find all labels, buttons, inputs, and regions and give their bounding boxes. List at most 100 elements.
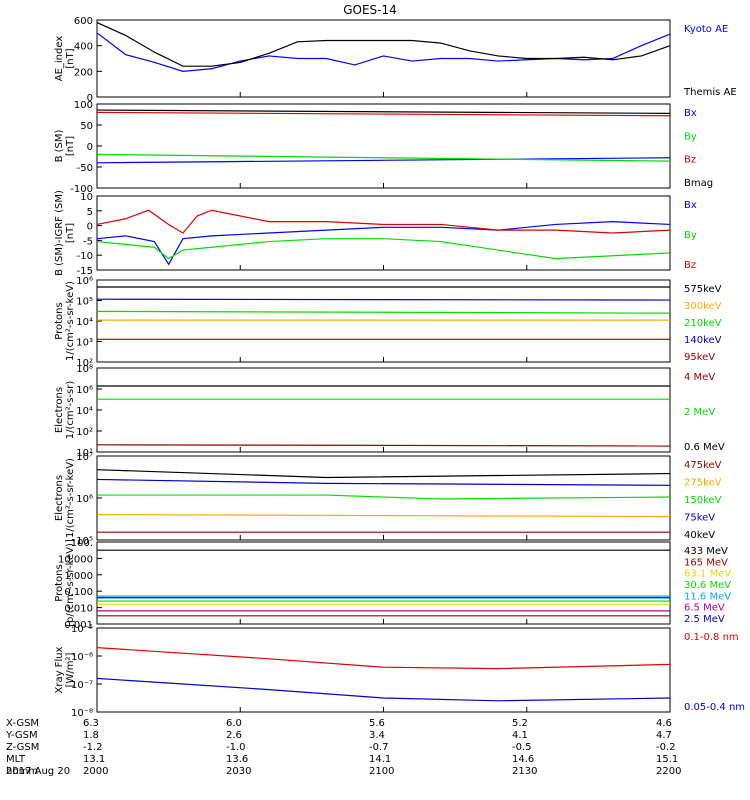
ae-ytick-label: 200 [74,67,93,78]
protons_high-legend: 11.6 MeV [684,591,731,602]
ae-ylabel: AE_index [54,36,65,82]
plot-title: GOES-14 [343,3,397,17]
xray-legend: 0.1-0.8 nm [684,632,739,643]
protons_low-series-210keV [96,310,671,314]
ephemeris-value: -1.2 [83,742,103,753]
bsm-ytick-label: 0 [87,142,93,153]
ephemeris-value: 14.6 [512,754,535,765]
ephemeris-value: 2130 [512,766,538,777]
bigrf-ytick-label: 0 [87,222,93,233]
bsm-ylabel: B (SM) [54,129,65,162]
ephemeris-value: 5.2 [512,718,528,729]
xray-legend: 0.05-0.4 nm [684,702,745,713]
protons_low-series-140keV [96,298,671,301]
protons_high-ylabel: Protons [54,564,65,601]
protons_high-legend: 433 MeV [684,546,728,557]
bigrf-ytick-label: 10 [80,192,93,203]
xray-ylabel: Xray Flux [54,646,65,693]
electrons_low-legend: 150keV [684,495,722,506]
ae-legend: Themis AE [683,87,737,98]
protons_high-ytick-label: 0.010 [64,604,93,615]
protons_high-frame [96,541,671,625]
protons_high-ytick-label: 10.000 [58,554,93,565]
protons_high-ytick-label: 100. [71,538,93,549]
bigrf-ytick-label: -15 [77,266,93,277]
ae-legend: Kyoto AE [684,24,728,35]
bsm-series-Bmag [96,109,671,115]
bigrf-series-Bz [96,209,671,234]
ephemeris-value: 2030 [226,766,252,777]
electrons_high-ytick-label: 10⁶ [76,385,93,396]
electrons_low-legend: 40keV [684,530,715,541]
bigrf-ytick-label: -5 [83,236,93,247]
bsm-frame [96,103,671,189]
electrons_low-ylabel: 1/(cm²-s-sr-keV) [65,458,76,538]
electrons_low-ytick-label: 10⁷ [76,452,93,463]
xray-ytick-label: 10⁻⁵ [71,624,93,635]
protons_low-legend: 140keV [684,335,722,346]
protons_low-legend: 300keV [684,301,722,312]
bsm-ytick-label: -50 [77,163,93,174]
ephemeris-value: 4.1 [512,730,528,741]
ae-series-Kyoto-AE [96,32,671,72]
bsm-series-By [96,153,671,162]
bigrf-legend: Bz [684,260,696,271]
protons_high-legend: 165 MeV [684,557,728,568]
ae-ytick-label: 400 [74,42,93,53]
bigrf-ytick-label: 5 [87,207,93,218]
protons_high-ytick-label: 0.100 [64,587,93,598]
protons_high-legend: 30.6 MeV [684,580,731,591]
bigrf-ylabel: B (SM)-IGRF (SM) [54,190,65,276]
ephemeris-value: 14.1 [369,754,392,765]
ae-ytick-label: 600 [74,16,93,27]
electrons_high-ytick-label: 10¹ [76,448,93,459]
protons_high-ytick-label: 0.001 [64,620,93,631]
electrons_low-legend: 275keV [684,478,722,489]
protons_high-legend: 6.5 MeV [684,603,725,614]
ephemeris-value: 13.6 [226,754,249,765]
bsm-legend: Bx [684,108,697,119]
ephemeris-value: 6.3 [83,718,99,729]
panels: 0 200 400 600 AE_index [nT] Kyoto AE Themis AE -… [54,16,745,719]
protons_low-ytick-label: 10² [76,358,93,369]
electrons_high-ylabel: Electrons [54,387,65,433]
ephemeris-value: 4.6 [656,718,672,729]
protons_low-ylabel: 1/(cm²-s-sr-keV) [65,281,76,361]
ephemeris-value: 6.0 [226,718,242,729]
protons_low-ytick-label: 10⁴ [76,317,93,328]
protons_high-ytick-label: 1.000 [64,571,93,582]
protons_high-legend: 2.5 MeV [684,614,725,625]
xray-series-0.1-0.8-nm [96,647,671,670]
electrons_high-series-4-MeV [96,444,671,447]
electrons_low-legend: 75keV [684,513,715,524]
electrons_low-series-150keV [97,494,671,500]
bsm-ylabel: [nT] [65,136,76,156]
ephemeris-value: -0.5 [512,742,532,753]
bigrf-series-By [96,238,671,260]
electrons_high-ylabel: 1/(cm²-s-sr) [65,381,76,440]
protons_low-ytick-label: 10⁵ [76,297,93,308]
bsm-series-Bz [96,111,671,117]
ephemeris-value: 2200 [656,766,682,777]
ephemeris-label: hhmm [6,766,39,777]
xray-ytick-label: 10⁻⁷ [71,680,93,691]
ephemeris-label: Z-GSM [6,742,40,753]
xray-ytick-label: 10⁻⁶ [71,652,93,663]
electrons_low-series-275keV [96,514,671,518]
electrons_low-ytick-label: 10⁵ [76,536,93,547]
ephemeris-value: 2100 [369,766,395,777]
protons_low-ytick-label: 10³ [76,338,93,349]
ephemeris-value: 2000 [83,766,109,777]
ephemeris-value: 13.1 [83,754,106,765]
bigrf-ylabel: [nT] [65,223,76,243]
electrons_high-ytick-label: 10² [76,427,93,438]
date-label: 2017 Aug 20 [6,766,71,777]
protons_high-legend: 63.1 MeV [684,569,731,580]
bsm-legend: By [684,131,697,142]
electrons_low-series-75keV [96,478,671,486]
electrons_high-legend: 2 MeV [684,407,715,418]
ephemeris-value: -1.0 [226,742,246,753]
bsm-ytick-label: 50 [80,121,93,132]
protons_high-ylabel: [p/(cm²-s-sr-keV)] [65,539,76,627]
protons_low-ylabel: Protons [54,302,65,339]
